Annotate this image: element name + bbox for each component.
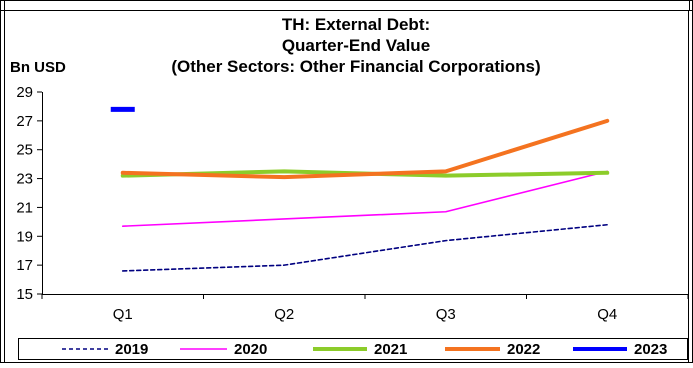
series-line-2019: [121, 223, 609, 272]
y-tick-label: 23: [16, 171, 33, 188]
chart-title-line-3: (Other Sectors: Other Financial Corporat…: [171, 57, 540, 76]
x-tick-label: Q2: [274, 306, 294, 323]
legend-label-2019: 2019: [115, 341, 148, 358]
y-tick-label: 17: [16, 257, 33, 274]
series-layer: [110, 106, 610, 272]
y-tick-label: 15: [16, 286, 33, 303]
y-tick-label: 27: [16, 113, 33, 130]
x-tick-label: Q3: [436, 306, 456, 323]
chart-title-line-1: TH: External Debt:: [282, 15, 430, 34]
legend-label-2021: 2021: [374, 341, 407, 358]
y-axis-ticks: 15 17 19 21 23 25 27 29: [16, 84, 42, 303]
legend: 2019 2020 2021 2022 2023: [62, 341, 667, 358]
x-axis-ticks: Q1 Q2 Q3 Q4: [41, 294, 689, 323]
y-tick-label: 29: [16, 84, 33, 101]
legend-label-2022: 2022: [507, 341, 540, 358]
y-tick-label: 25: [16, 142, 33, 159]
y-axis-unit-label: Bn USD: [10, 59, 66, 76]
chart-title-line-2: Quarter-End Value: [282, 36, 430, 55]
legend-label-2023: 2023: [634, 341, 667, 358]
x-tick-label: Q4: [597, 306, 617, 323]
legend-label-2020: 2020: [234, 341, 267, 358]
series-line-2022: [120, 118, 610, 180]
y-tick-label: 19: [16, 228, 33, 245]
legend-box: [18, 338, 688, 360]
y-tick-label: 21: [16, 199, 33, 216]
series-line-2020: [121, 170, 609, 227]
x-tick-label: Q1: [113, 306, 133, 323]
